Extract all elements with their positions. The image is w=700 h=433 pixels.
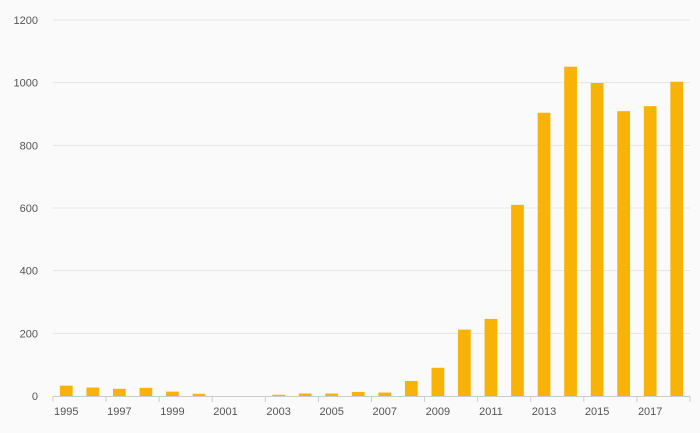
x-tick-label: 2015 bbox=[585, 406, 609, 418]
bar-2000 bbox=[192, 393, 206, 396]
y-tick-label: 1200 bbox=[14, 15, 38, 27]
bar-2018 bbox=[670, 81, 684, 396]
bar-2011 bbox=[484, 318, 498, 396]
bar-1997 bbox=[112, 388, 126, 396]
bar-2013 bbox=[537, 112, 551, 396]
x-tick-label: 1999 bbox=[160, 406, 184, 418]
bar-2014 bbox=[564, 66, 577, 396]
bar-2004 bbox=[298, 393, 312, 396]
y-axis-tick-labels: 0 200 400 600 800 1000 1200 bbox=[14, 15, 38, 403]
bar-1999 bbox=[166, 391, 179, 396]
y-tick-label: 0 bbox=[32, 391, 38, 403]
bar-2010 bbox=[458, 329, 471, 396]
bar-2012 bbox=[511, 204, 524, 396]
x-tick-label: 2013 bbox=[532, 406, 556, 418]
x-axis-tick-labels: 1995 1997 1999 2001 2003 2005 2007 2009 2011 2013… bbox=[54, 406, 662, 418]
bar-2009 bbox=[431, 367, 445, 396]
x-axis-ticks bbox=[52, 396, 691, 402]
gridlines bbox=[53, 19, 690, 334]
bar-2016 bbox=[617, 111, 631, 397]
bar-2008 bbox=[404, 380, 418, 396]
bar-2017 bbox=[643, 106, 657, 397]
x-tick-label: 2011 bbox=[479, 406, 503, 418]
x-tick-label: 2005 bbox=[319, 406, 343, 418]
bar-1995 bbox=[59, 385, 73, 396]
x-tick-label: 2003 bbox=[266, 406, 290, 418]
bar-2005 bbox=[325, 393, 339, 396]
x-tick-label: 2009 bbox=[426, 406, 450, 418]
y-tick-label: 200 bbox=[20, 328, 38, 340]
bar-1996 bbox=[86, 387, 100, 396]
x-tick-label: 1997 bbox=[107, 406, 131, 418]
x-tick-label: 2007 bbox=[373, 406, 397, 418]
y-tick-label: 400 bbox=[20, 266, 38, 278]
bar-2015 bbox=[590, 82, 604, 396]
y-tick-label: 600 bbox=[20, 203, 38, 215]
bar-2006 bbox=[351, 391, 365, 396]
x-tick-label: 2017 bbox=[638, 406, 662, 418]
bar-2003 bbox=[272, 394, 285, 396]
x-tick-label: 1995 bbox=[54, 406, 78, 418]
bar-1998 bbox=[139, 387, 153, 396]
bar-2007 bbox=[378, 392, 392, 396]
y-tick-label: 1000 bbox=[14, 78, 38, 90]
y-tick-label: 800 bbox=[20, 140, 38, 152]
bars bbox=[59, 66, 684, 397]
x-tick-label: 2001 bbox=[213, 406, 237, 418]
